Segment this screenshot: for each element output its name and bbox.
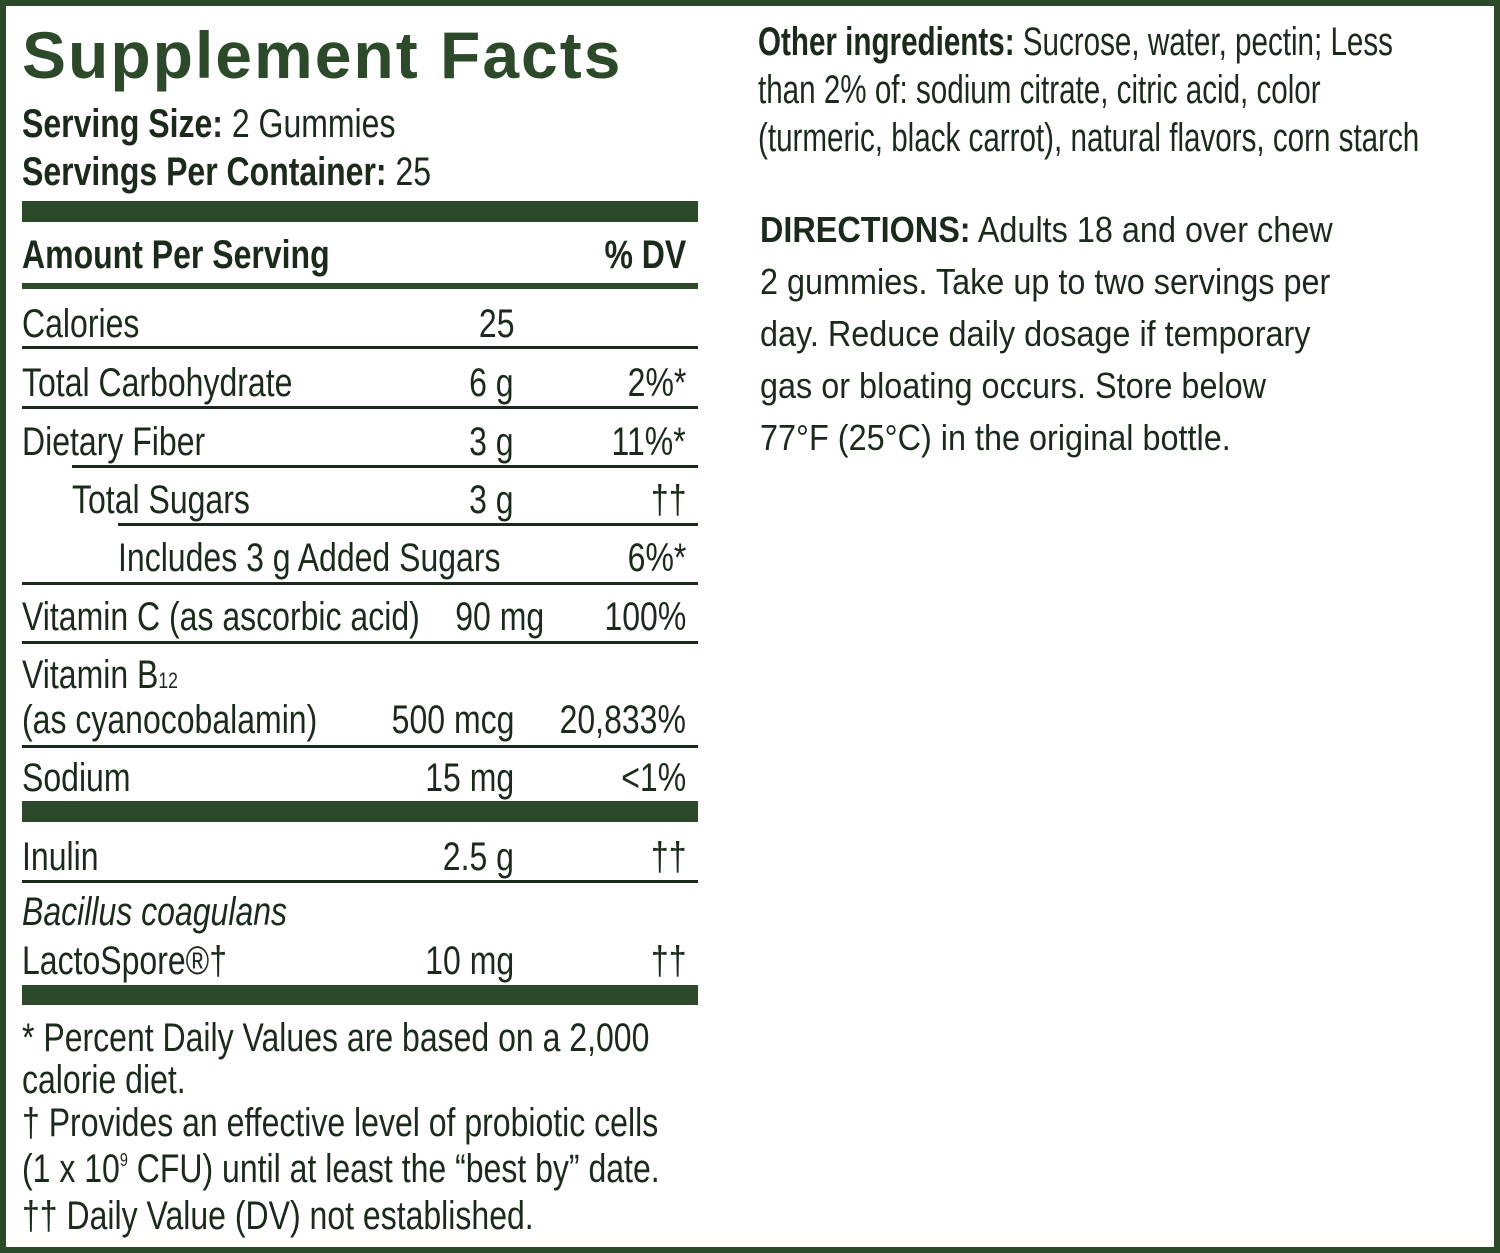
dv-header: % DV [604, 233, 686, 277]
divider [22, 880, 698, 883]
amount-header: Amount Per Serving [22, 233, 330, 277]
divider [22, 641, 698, 644]
thick-divider [22, 201, 698, 222]
divider [22, 346, 698, 349]
servings-per-container: Servings Per Container: 25 [22, 150, 432, 194]
divider [118, 523, 698, 526]
divider [22, 745, 698, 748]
divider [72, 465, 698, 468]
thick-divider [22, 985, 698, 1005]
serving-size: Serving Size: 2 Gummies [22, 102, 396, 146]
divider [22, 582, 698, 585]
divider [22, 406, 698, 409]
thick-divider [22, 801, 698, 822]
facts-title: Supplement Facts [22, 18, 623, 92]
divider [22, 283, 698, 289]
